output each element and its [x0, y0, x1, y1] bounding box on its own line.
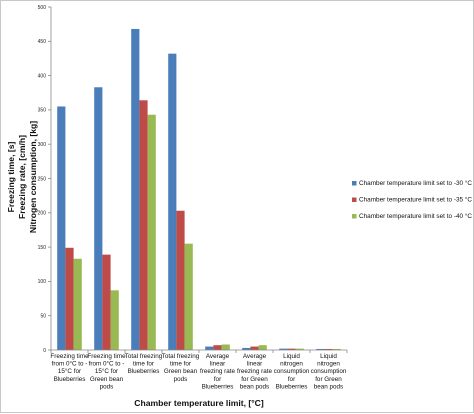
bar-series-1-cat-7	[279, 348, 288, 350]
bar-series-2-cat-5	[213, 345, 222, 350]
bar-series-2-cat-6	[250, 346, 259, 350]
y-tick-label: 200	[38, 211, 47, 217]
x-category-label: Total freezing time for Blueberries	[125, 353, 163, 375]
x-axis-category-labels: Freezing time from 0°C to -15°C for Bluebe…	[50, 350, 348, 390]
y-tick-label: 100	[38, 279, 47, 285]
y-tick-label: 0	[43, 348, 46, 354]
bar-series-3-cat-1	[73, 258, 82, 350]
bar-series-group	[57, 28, 341, 351]
y-tick-label: 300	[38, 142, 47, 148]
legend-swatch	[352, 181, 357, 186]
x-category-label: Freezing time from 0°C to -15°C for Green …	[87, 353, 126, 390]
x-category-label: Liquid nitrogen consumption for Green bean p…	[311, 353, 347, 390]
bar-series-3-cat-7	[295, 348, 304, 350]
y-tick-label: 50	[40, 314, 46, 320]
bar-series-2-cat-7	[287, 348, 296, 350]
bar-series-3-cat-4	[184, 243, 193, 350]
bar-series-1-cat-4	[168, 53, 177, 350]
x-category-label: Average linear freezing rate for Green bean …	[237, 353, 272, 390]
y-tick-label: 250	[38, 176, 47, 182]
legend-swatch	[352, 214, 357, 219]
bar-series-3-cat-6	[258, 345, 267, 350]
bar-series-1-cat-5	[205, 346, 214, 350]
y-tick-label: 400	[38, 73, 47, 79]
y-axis-ticks: 0 50 100 150 200 250 300 350 400 450 500	[38, 5, 51, 354]
y-axis-title-line-2: Freezing rate, [cm/h]	[17, 135, 27, 219]
legend-label: Chamber temperature limit set to -40 °C	[359, 212, 472, 220]
y-tick-label: 350	[38, 108, 47, 114]
x-category-label: Average linear freezing rate for Blueberries	[200, 353, 235, 390]
bar-series-2-cat-4	[176, 210, 185, 350]
y-axis-title-line-3: Nitrogen consumption, [kg]	[28, 121, 38, 233]
legend: Chamber temperature limit set to -30 °C C…	[352, 179, 472, 220]
bar-series-1-cat-1	[57, 106, 66, 350]
bar-series-2-cat-2	[102, 254, 111, 350]
y-axis-title: Freezing time, [s] Freezing rate, [cm/h]…	[6, 121, 38, 233]
x-category-label: Freezing time from 0°C to -15°C for Bluebe…	[50, 353, 89, 383]
bar-series-1-cat-8	[316, 348, 325, 350]
bar-series-3-cat-3	[147, 114, 156, 351]
bar-series-3-cat-5	[221, 344, 230, 350]
legend-swatch	[352, 197, 357, 202]
bar-series-1-cat-2	[94, 87, 103, 351]
legend-label: Chamber temperature limit set to -35 °C	[359, 196, 472, 204]
x-category-label: Total freezing time for Green bean pods	[162, 353, 200, 383]
bar-series-2-cat-8	[324, 348, 333, 350]
x-category-label: Liquid nitrogen consumption for Blueberries	[274, 353, 310, 390]
y-axis-title-line-1: Freezing time, [s]	[6, 142, 16, 213]
y-tick-label: 450	[38, 39, 47, 45]
x-axis-title: Chamber temperature limit, [°C]	[134, 398, 264, 408]
bar-series-3-cat-2	[110, 290, 119, 350]
bar-series-3-cat-8	[332, 348, 341, 350]
legend-label: Chamber temperature limit set to -30 °C	[359, 179, 472, 187]
bar-series-2-cat-1	[65, 247, 74, 350]
y-tick-label: 150	[38, 245, 47, 251]
bar-series-1-cat-3	[131, 28, 140, 351]
y-tick-label: 500	[38, 5, 47, 11]
bar-series-1-cat-6	[242, 347, 251, 350]
bar-series-2-cat-3	[139, 100, 148, 351]
